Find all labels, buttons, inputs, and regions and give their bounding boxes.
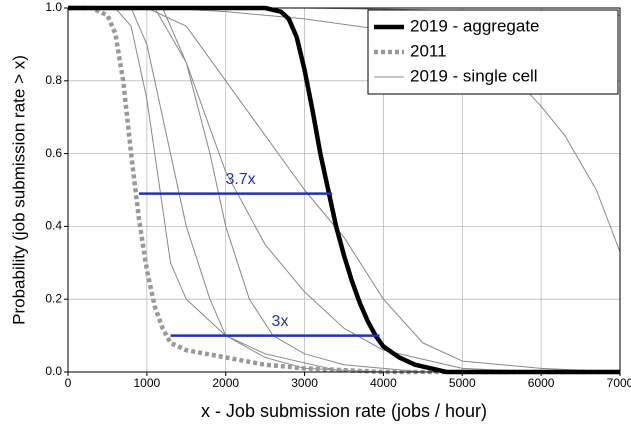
legend-box bbox=[367, 9, 619, 95]
y-tick-label: 0.6 bbox=[45, 146, 62, 160]
line bbox=[68, 7, 384, 373]
line bbox=[68, 7, 621, 373]
x-tick-label: 4000 bbox=[370, 376, 397, 390]
y-tick-label: 0.2 bbox=[45, 291, 62, 305]
legend-label: 2011 bbox=[410, 41, 447, 60]
y-tick-label: 0.0 bbox=[45, 364, 62, 378]
y-tick-label: 1.0 bbox=[45, 0, 62, 14]
line bbox=[68, 5, 620, 375]
legend-label: 2019 - aggregate bbox=[410, 16, 540, 35]
x-tick-label: 2000 bbox=[212, 376, 239, 390]
annotation-label: 3x bbox=[272, 313, 289, 330]
line bbox=[68, 7, 423, 373]
x-tick-label: 5000 bbox=[449, 376, 476, 390]
x-tick-label: 0 bbox=[65, 376, 72, 390]
line bbox=[68, 7, 542, 373]
plot-frame bbox=[67, 7, 621, 373]
x-tick-label: 7000 bbox=[607, 376, 631, 390]
line bbox=[68, 7, 345, 373]
line bbox=[68, 5, 620, 375]
x-tick-label: 1000 bbox=[134, 376, 161, 390]
legend-label: 2019 - single cell bbox=[410, 66, 538, 85]
annotation-label: 3.7x bbox=[225, 171, 255, 188]
y-tick-label: 0.8 bbox=[45, 73, 62, 87]
y-axis-title: Probability (job submission rate > x) bbox=[9, 55, 28, 325]
x-tick-label: 6000 bbox=[528, 376, 555, 390]
x-axis-title: x - Job submission rate (jobs / hour) bbox=[201, 401, 487, 421]
x-tick-label: 3000 bbox=[291, 376, 318, 390]
y-tick-label: 0.4 bbox=[45, 219, 62, 233]
